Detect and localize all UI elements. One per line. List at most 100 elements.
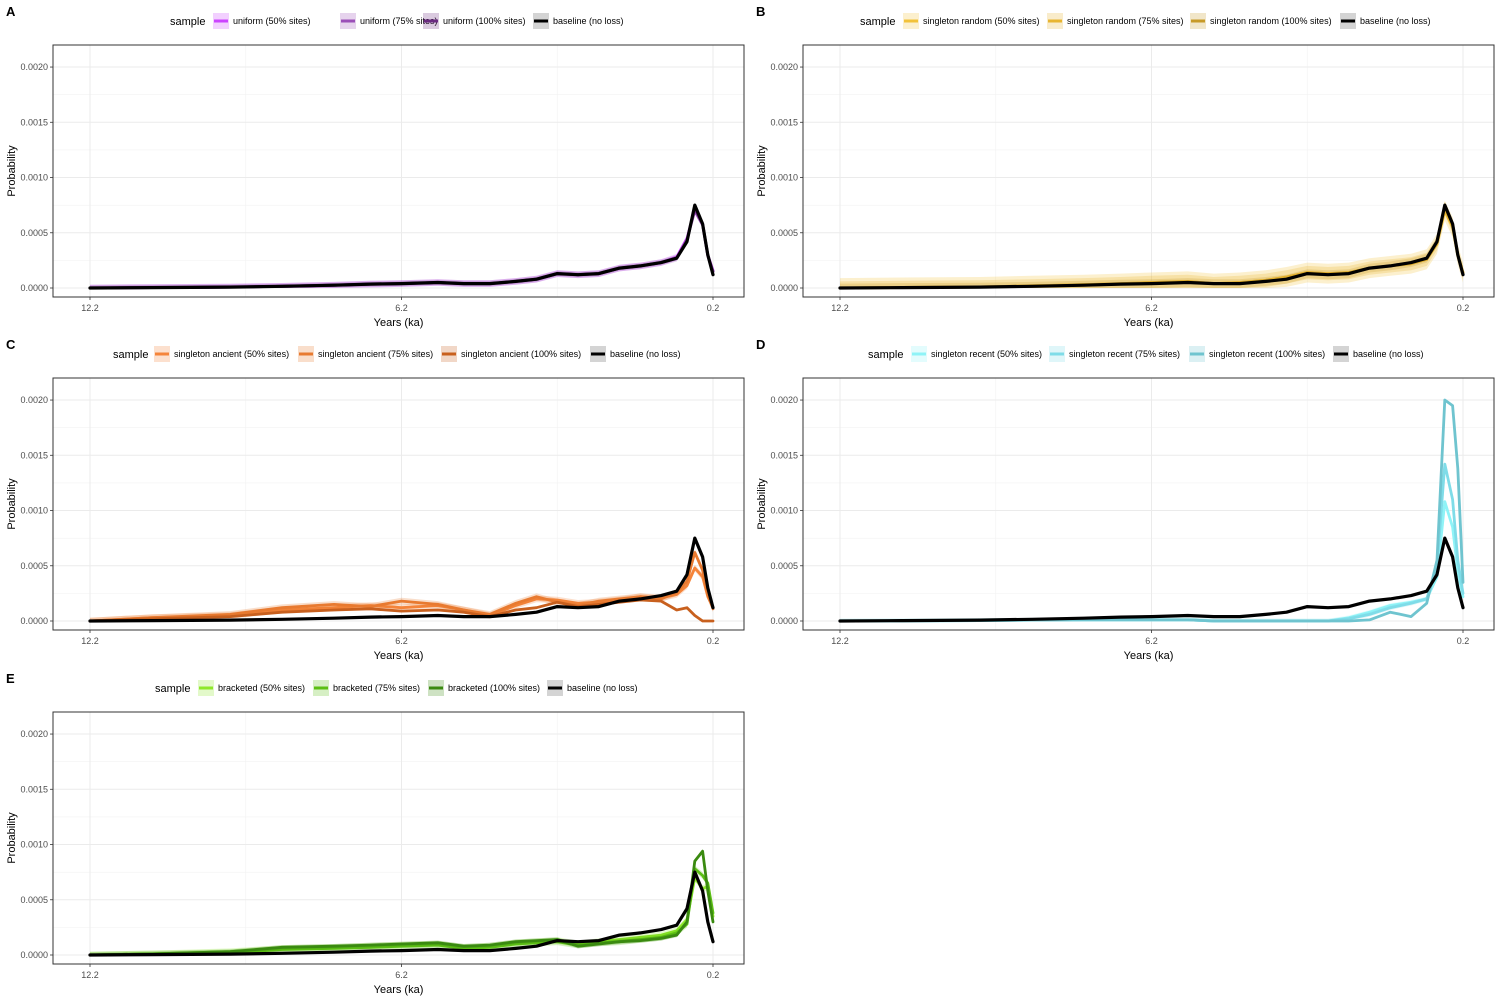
legend-label: bracketed (75% sites) (333, 683, 420, 693)
legend-label: uniform (50% sites) (233, 16, 311, 26)
panel-label: A (6, 4, 16, 19)
x-tick-label: 0.2 (1457, 636, 1470, 646)
legend-layer: sample singleton ancient (50% sites) singl… (113, 346, 681, 362)
legend-layer: sample bracketed (50% sites) bracketed (75… (155, 680, 638, 696)
legend-label: baseline (no loss) (1360, 16, 1431, 26)
y-tick-label: 0.0020 (770, 395, 798, 405)
legend-label: baseline (no loss) (1353, 349, 1424, 359)
y-tick-label: 0.0000 (770, 616, 798, 626)
series-singleton-random-50-sites-ribbon (840, 200, 1463, 288)
y-tick-label: 0.0010 (20, 506, 48, 516)
y-tick-label: 0.0010 (770, 506, 798, 516)
chart-panel-d: sample singleton recent (50% sites) single… (756, 337, 1495, 662)
legend-layer: sample uniform (50% sites) uniform (75% si… (170, 13, 624, 29)
panel-label: B (756, 4, 765, 19)
x-tick-label: 0.2 (707, 303, 720, 313)
legend-title: sample (155, 683, 190, 695)
legend-title: sample (170, 16, 205, 28)
series-baseline-no-loss-line (88, 870, 715, 957)
x-tick-label: 12.2 (81, 303, 99, 313)
legend-label: singleton random (100% sites) (1210, 16, 1332, 26)
x-tick-label: 6.2 (395, 970, 408, 980)
legend-label: singleton recent (100% sites) (1209, 349, 1325, 359)
legend-label: bracketed (50% sites) (218, 683, 305, 693)
y-tick-label: 0.0005 (770, 228, 798, 238)
x-tick-label: 12.2 (81, 970, 99, 980)
y-tick-label: 0.0005 (770, 561, 798, 571)
x-tick-label: 6.2 (395, 636, 408, 646)
plot-border (52, 377, 745, 631)
y-tick-label: 0.0005 (20, 228, 48, 238)
legend-label: uniform (75% sites) (360, 16, 438, 26)
y-tick-label: 0.0015 (20, 784, 48, 794)
y-tick-label: 0.0010 (20, 840, 48, 850)
legend-label: singleton ancient (50% sites) (174, 349, 289, 359)
series-baseline-no-loss-line (838, 536, 1465, 623)
legend-label: baseline (no loss) (567, 683, 638, 693)
legend-layer: sample singleton random (50% sites) single… (860, 13, 1431, 29)
plot-border (52, 711, 745, 965)
x-axis-title: Years (ka) (374, 650, 424, 662)
legend-label: bracketed (100% sites) (448, 683, 540, 693)
plot-border (802, 44, 1495, 298)
x-tick-label: 12.2 (81, 636, 99, 646)
plot-border (52, 44, 745, 298)
y-tick-label: 0.0015 (20, 117, 48, 127)
x-axis-title: Years (ka) (374, 317, 424, 329)
legend-label: singleton random (75% sites) (1067, 16, 1184, 26)
x-tick-label: 6.2 (1145, 636, 1158, 646)
x-tick-label: 6.2 (1145, 303, 1158, 313)
legend-label: singleton recent (75% sites) (1069, 349, 1180, 359)
legend-label: singleton ancient (100% sites) (461, 349, 581, 359)
x-tick-label: 12.2 (831, 636, 849, 646)
y-tick-label: 0.0015 (770, 450, 798, 460)
y-axis-title: Probability (6, 145, 18, 197)
y-tick-label: 0.0010 (770, 173, 798, 183)
x-axis-title: Years (ka) (1124, 650, 1174, 662)
x-tick-label: 0.2 (707, 970, 720, 980)
plot-background (53, 378, 744, 630)
series-singleton-random-75-sites-ribbon (840, 201, 1463, 288)
y-tick-label: 0.0020 (20, 62, 48, 72)
panel-label: D (756, 337, 765, 352)
legend-label: singleton random (50% sites) (923, 16, 1040, 26)
y-tick-label: 0.0000 (20, 950, 48, 960)
x-tick-label: 0.2 (707, 636, 720, 646)
panel-label: E (6, 671, 15, 686)
chart-panel-c: sample singleton ancient (50% sites) singl… (6, 337, 745, 662)
legend-label: singleton recent (50% sites) (931, 349, 1042, 359)
plot-border (802, 377, 1495, 631)
legend-title: sample (113, 349, 148, 361)
legend-label: baseline (no loss) (610, 349, 681, 359)
plot-background (53, 712, 744, 964)
plot-background (53, 45, 744, 297)
y-tick-label: 0.0015 (20, 450, 48, 460)
panel-label: C (6, 337, 16, 352)
legend-title: sample (868, 349, 903, 361)
y-tick-label: 0.0005 (20, 561, 48, 571)
y-tick-label: 0.0020 (770, 62, 798, 72)
y-tick-label: 0.0000 (770, 283, 798, 293)
plot-background (803, 378, 1494, 630)
x-tick-label: 12.2 (831, 303, 849, 313)
y-tick-label: 0.0000 (20, 616, 48, 626)
series-singleton-ancient-75-sites-line (88, 551, 715, 623)
y-tick-label: 0.0010 (20, 173, 48, 183)
y-tick-label: 0.0020 (20, 395, 48, 405)
y-axis-title: Probability (756, 478, 768, 530)
chart-panel-a: sample uniform (50% sites) uniform (75% si… (6, 4, 745, 329)
x-axis-title: Years (ka) (374, 984, 424, 996)
y-tick-label: 0.0005 (20, 895, 48, 905)
y-axis-title: Probability (756, 145, 768, 197)
y-axis-title: Probability (6, 478, 18, 530)
y-tick-label: 0.0000 (20, 283, 48, 293)
series-baseline-no-loss-line (88, 203, 715, 290)
y-axis-title: Probability (6, 812, 18, 864)
chart-panel-e: sample bracketed (50% sites) bracketed (75… (6, 671, 745, 996)
legend-label: uniform (100% sites) (443, 16, 526, 26)
legend-label: singleton ancient (75% sites) (318, 349, 433, 359)
chart-panel-b: sample singleton random (50% sites) single… (756, 4, 1495, 329)
series-bracketed-100-sites-line (88, 849, 715, 957)
plot-background (803, 45, 1494, 297)
